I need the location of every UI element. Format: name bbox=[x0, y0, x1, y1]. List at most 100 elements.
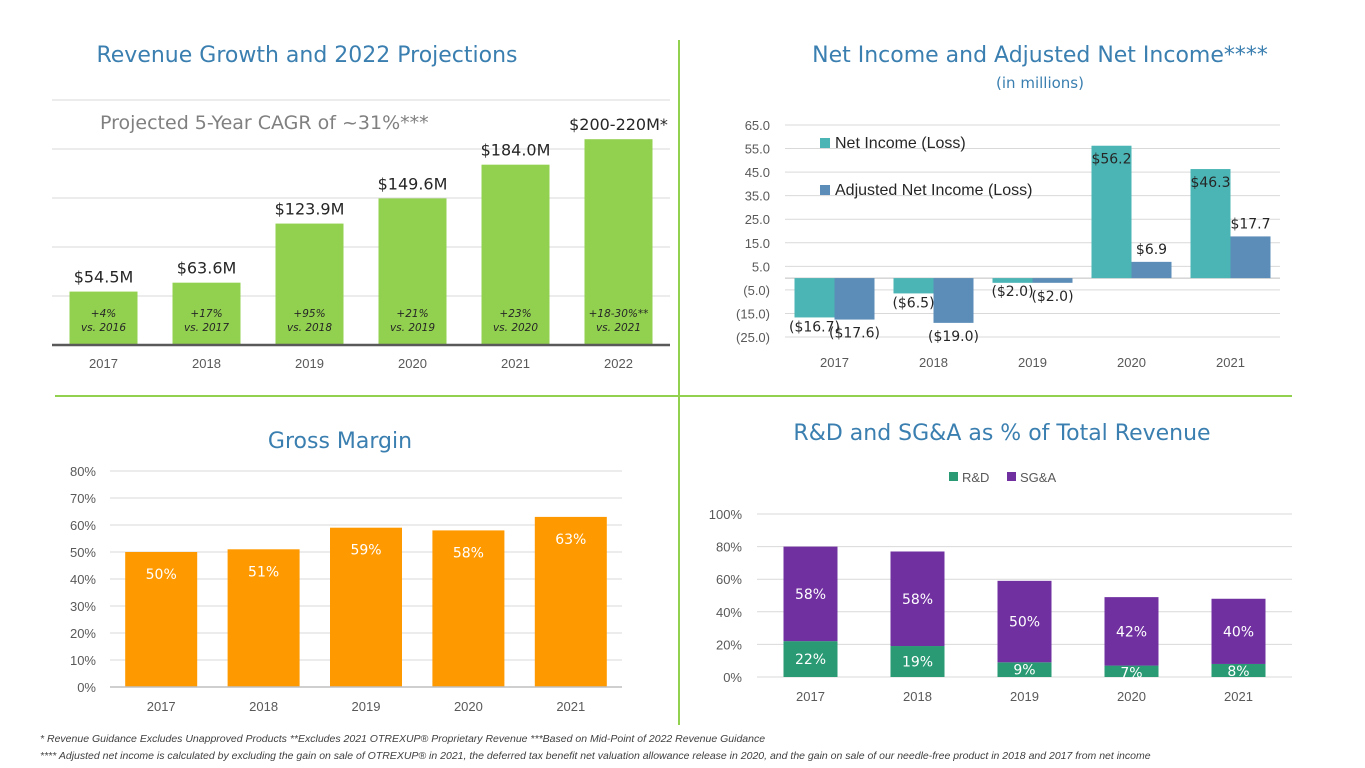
revenue-growth-label: vs. 2021 bbox=[596, 322, 641, 334]
net-income-value-label: $6.9 bbox=[1136, 242, 1167, 258]
net-income-y-tick: 55.0 bbox=[745, 142, 770, 157]
net-income-legend-label: Adjusted Net Income (Loss) bbox=[835, 182, 1032, 199]
gross-margin-y-tick: 40% bbox=[70, 572, 96, 587]
rd-sga-value-label: 7% bbox=[1120, 666, 1142, 682]
net-income-bar bbox=[1091, 145, 1132, 279]
rd-sga-value-label: 58% bbox=[795, 587, 826, 603]
rd-sga-bar-segment bbox=[997, 580, 1052, 663]
revenue-growth-label: vs. 2018 bbox=[287, 322, 332, 334]
net-income-bar bbox=[933, 278, 974, 323]
gross-margin-x-tick: 2017 bbox=[147, 699, 176, 714]
net-income-legend-label: Net Income (Loss) bbox=[835, 135, 966, 152]
revenue-growth-label: +4% bbox=[91, 308, 116, 320]
net-income-value-label: ($2.0) bbox=[991, 284, 1033, 300]
revenue-growth-label: vs. 2019 bbox=[390, 322, 435, 334]
rd-sga-y-tick: 60% bbox=[716, 572, 742, 587]
footnote-1: * Revenue Guidance Excludes Unapproved P… bbox=[40, 733, 766, 745]
net-income-bar bbox=[992, 278, 1033, 283]
rd-sga-x-tick: 2021 bbox=[1224, 689, 1253, 704]
net-income-y-tick: 5.0 bbox=[752, 259, 770, 274]
rd-sga-value-label: 8% bbox=[1227, 664, 1249, 680]
revenue-x-tick: 2017 bbox=[89, 356, 118, 371]
net-income-value-label: ($2.0) bbox=[1031, 289, 1073, 305]
rd-sga-legend-swatch bbox=[949, 472, 958, 481]
net-income-value-label: $46.3 bbox=[1190, 175, 1230, 191]
rd-sga-y-tick: 100% bbox=[709, 507, 743, 522]
revenue-bar bbox=[275, 223, 344, 345]
rd-sga-x-tick: 2019 bbox=[1010, 689, 1039, 704]
rd-sga-bar-segment bbox=[783, 641, 838, 677]
rd-sga-value-label: 50% bbox=[1009, 615, 1040, 631]
rd-sga-value-label: 9% bbox=[1013, 662, 1035, 678]
net-income-y-tick: (15.0) bbox=[736, 306, 770, 321]
gross-margin-y-tick: 20% bbox=[70, 626, 96, 641]
rd-sga-y-tick: 0% bbox=[723, 670, 742, 685]
net-income-value-label: ($19.0) bbox=[928, 329, 979, 345]
revenue-value-label: $149.6M bbox=[378, 174, 448, 193]
net-income-value-label: $56.2 bbox=[1091, 152, 1131, 168]
revenue-bar bbox=[69, 291, 138, 345]
net-income-value-label: ($6.5) bbox=[892, 295, 934, 311]
revenue-growth-label: vs. 2020 bbox=[493, 322, 538, 334]
net-income-bar bbox=[1190, 169, 1231, 279]
revenue-value-label: $184.0M bbox=[481, 141, 551, 160]
net-income-bar bbox=[893, 278, 934, 294]
rd-sga-y-tick: 40% bbox=[716, 605, 742, 620]
net-income-y-tick: 45.0 bbox=[745, 165, 770, 180]
revenue-bar bbox=[584, 139, 653, 345]
net-income-y-tick: (25.0) bbox=[736, 330, 770, 345]
revenue-growth-label: vs. 2017 bbox=[184, 322, 229, 334]
net-income-y-tick: 25.0 bbox=[745, 212, 770, 227]
revenue-bar bbox=[172, 282, 241, 345]
net-income-bar bbox=[1131, 261, 1172, 279]
rd-sga-x-tick: 2020 bbox=[1117, 689, 1146, 704]
net-income-y-tick: 65.0 bbox=[745, 118, 770, 133]
gross-margin-chart: Gross Margin 0% 10% 20% 30% 40% 50% 60% 70% 80% 5… bbox=[70, 429, 622, 714]
net-income-x-tick: 2018 bbox=[919, 355, 948, 370]
gross-margin-value-label: 63% bbox=[555, 532, 586, 548]
rd-sga-y-tick: 80% bbox=[716, 540, 742, 555]
rd-sga-x-tick: 2018 bbox=[903, 689, 932, 704]
net-income-value-label: ($17.6) bbox=[829, 326, 880, 342]
revenue-bar bbox=[378, 198, 447, 345]
net-income-value-label: ($16.7) bbox=[789, 319, 840, 335]
net-income-chart-title: Net Income and Adjusted Net Income**** bbox=[812, 43, 1268, 68]
net-income-legend-swatch bbox=[820, 185, 830, 195]
rd-sga-bar-segment bbox=[783, 546, 838, 642]
net-income-x-tick: 2021 bbox=[1216, 355, 1245, 370]
rd-sga-chart: R&D and SG&A as % of Total Revenue 0% 20%… bbox=[709, 421, 1292, 704]
net-income-x-tick: 2019 bbox=[1018, 355, 1047, 370]
gross-margin-x-tick: 2020 bbox=[454, 699, 483, 714]
revenue-chart: Revenue Growth and 2022 Projections Proj… bbox=[52, 43, 670, 371]
revenue-growth-label: +17% bbox=[190, 308, 222, 320]
rd-sga-bar-segment bbox=[890, 551, 945, 647]
rd-sga-bar-segment bbox=[997, 662, 1052, 677]
revenue-growth-label: +95% bbox=[293, 308, 325, 320]
revenue-growth-label: +18-30%** bbox=[589, 308, 649, 320]
rd-sga-legend-swatch bbox=[1007, 472, 1016, 481]
rd-sga-bar-segment bbox=[1104, 597, 1159, 666]
rd-sga-value-label: 58% bbox=[902, 592, 933, 608]
footnote-2: **** Adjusted net income is calculated b… bbox=[40, 750, 1151, 762]
revenue-bar bbox=[481, 164, 550, 345]
rd-sga-legend-label: R&D bbox=[962, 470, 989, 485]
revenue-x-tick: 2022 bbox=[604, 356, 633, 371]
gross-margin-value-label: 58% bbox=[453, 545, 484, 561]
gross-margin-y-tick: 50% bbox=[70, 545, 96, 560]
net-income-bar bbox=[834, 278, 875, 320]
gross-margin-y-tick: 60% bbox=[70, 518, 96, 533]
rd-sga-value-label: 22% bbox=[795, 652, 826, 668]
revenue-value-label: $123.9M bbox=[275, 200, 345, 219]
rd-sga-bar-segment bbox=[1211, 663, 1266, 677]
revenue-growth-label: +23% bbox=[499, 308, 531, 320]
net-income-bar bbox=[1032, 278, 1073, 283]
revenue-x-tick: 2018 bbox=[192, 356, 221, 371]
revenue-value-label: $54.5M bbox=[74, 268, 134, 287]
revenue-growth-label: vs. 2016 bbox=[81, 322, 126, 334]
net-income-y-tick: 35.0 bbox=[745, 189, 770, 204]
gross-margin-bar bbox=[227, 549, 300, 687]
revenue-growth-label: +21% bbox=[396, 308, 428, 320]
gross-margin-bar bbox=[330, 527, 402, 687]
rd-sga-legend-label: SG&A bbox=[1020, 470, 1056, 485]
